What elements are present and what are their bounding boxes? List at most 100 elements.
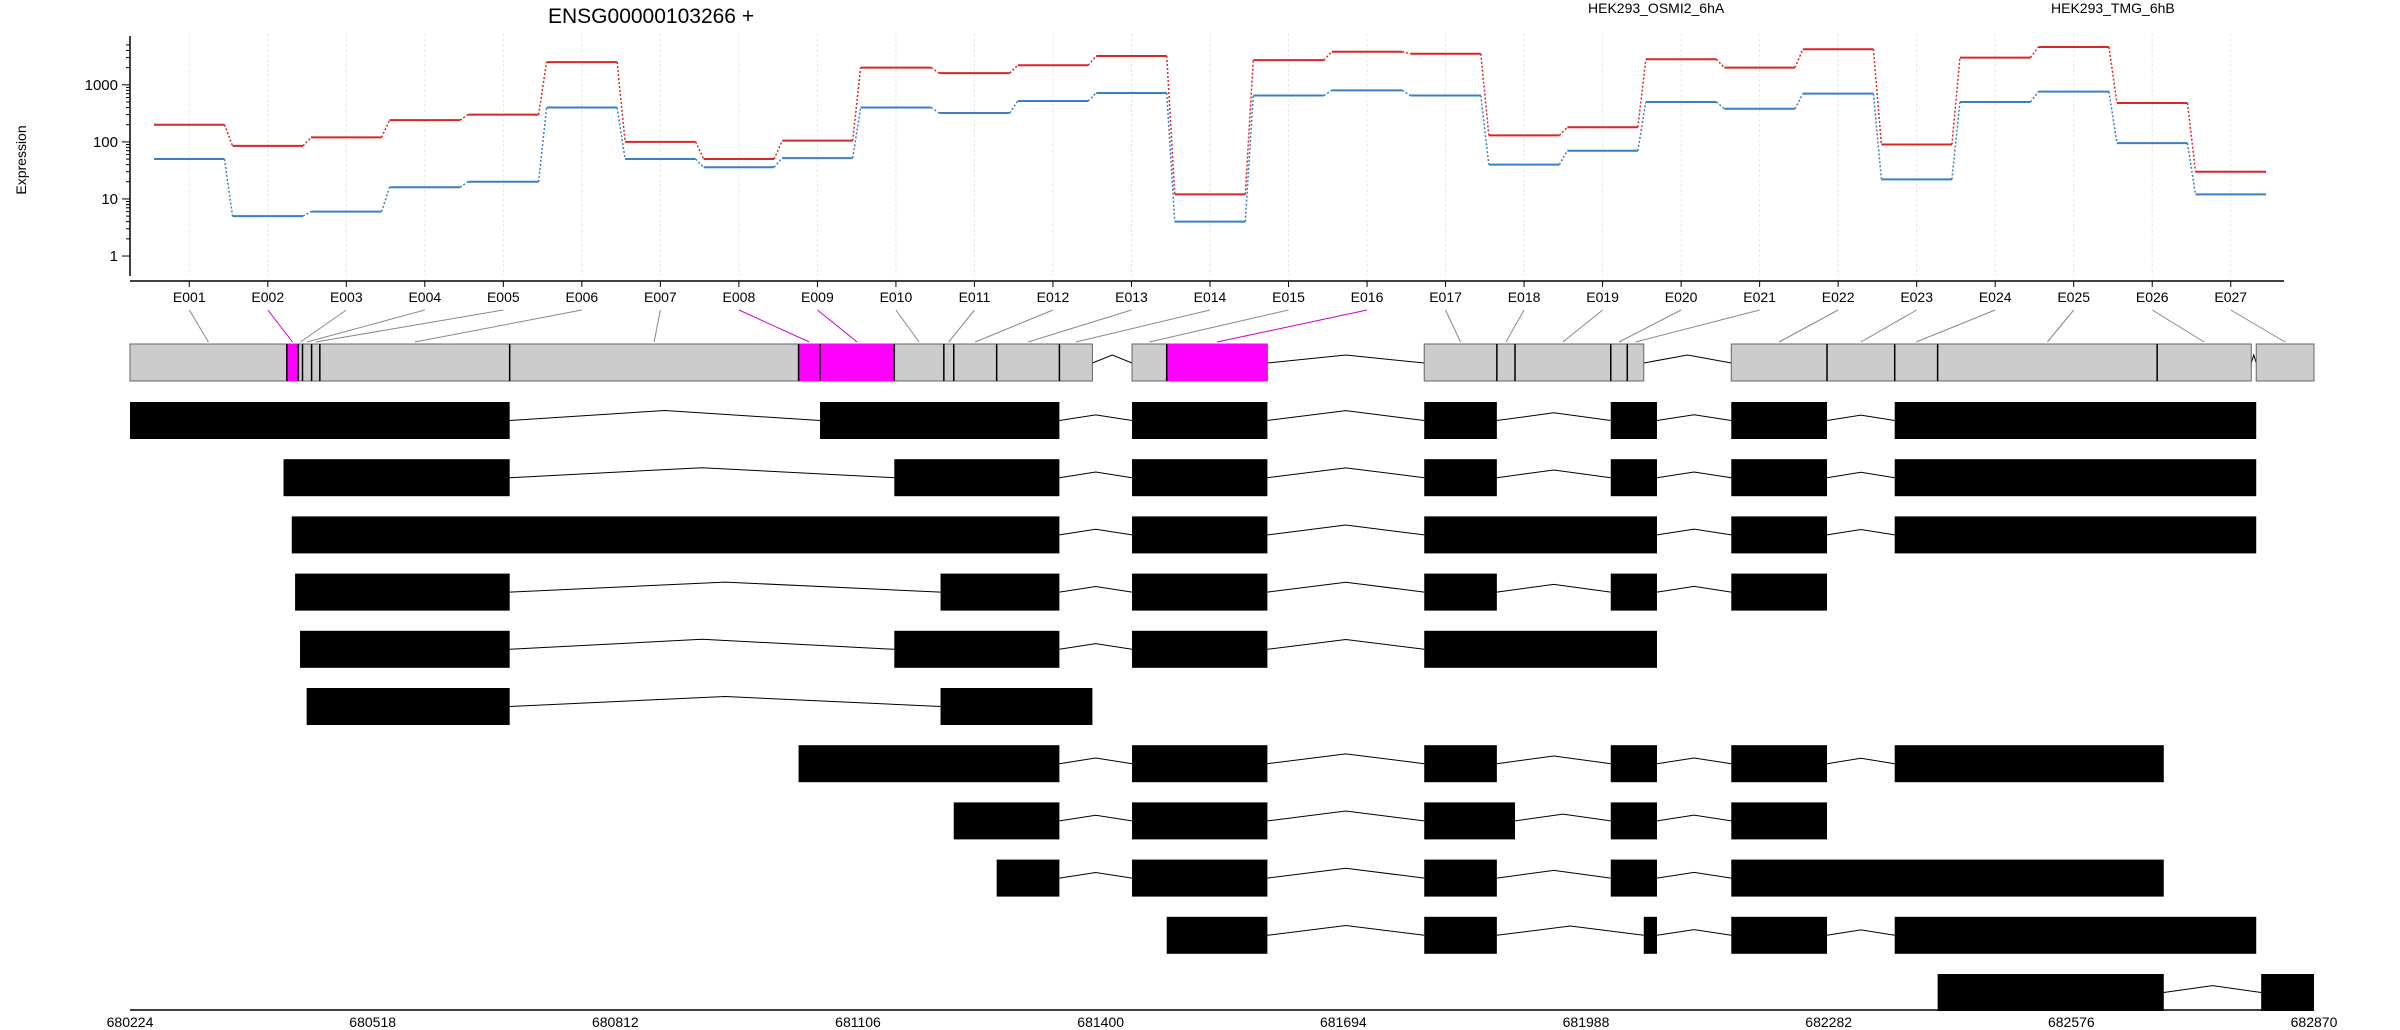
transcript-intron (1656, 414, 1732, 421)
coordinate-axis: 680224 680518 680812 681106 681400 681694 6819… (107, 1009, 2338, 1030)
exon-label-E026: E026 (2136, 289, 2169, 305)
series0-step (851, 67, 862, 141)
series1-step (2186, 143, 2197, 195)
exon-label-E010: E010 (880, 289, 913, 305)
connector-E002 (267, 309, 293, 343)
coord-tick-label: 682576 (2048, 1014, 2095, 1030)
exon-label-E005: E005 (487, 289, 520, 305)
transcript-intron (1059, 814, 1133, 822)
transcript-exon (1132, 516, 1268, 554)
transcript-exon (306, 688, 510, 725)
transcript-exon (1132, 745, 1268, 783)
connector-E013 (1027, 309, 1132, 343)
transcript-intron (1267, 810, 1425, 822)
gene-exon-block (1730, 343, 2252, 382)
transcript-exon (894, 630, 1060, 668)
transcript-exon (1894, 516, 2257, 554)
transcript-exon (1424, 859, 1497, 897)
exon-label-E015: E015 (1272, 289, 1305, 305)
transcript-exon (1132, 630, 1268, 668)
series1-step (1009, 100, 1019, 114)
series1-step (2108, 91, 2118, 144)
exon-connectors (188, 309, 2286, 343)
coord-tick-label: 682282 (1805, 1014, 1852, 1030)
series0-step (616, 62, 626, 142)
transcript-intron (1059, 585, 1133, 593)
transcript-exon (1643, 916, 1657, 954)
transcript-exon (1424, 745, 1497, 783)
connector-E027 (2230, 309, 2286, 343)
connector-E022 (1778, 309, 1839, 343)
connector-E010 (895, 309, 920, 343)
gene-exon-block (129, 343, 1093, 382)
exon-label-E013: E013 (1115, 289, 1148, 305)
transcript-exon (1731, 802, 1828, 840)
exon-label-E024: E024 (1979, 289, 2012, 305)
transcript-exon (291, 516, 1060, 554)
exon-label-E027: E027 (2214, 289, 2247, 305)
exon-label-E021: E021 (1743, 289, 1776, 305)
connector-E019 (1562, 309, 1603, 343)
exon-label-E006: E006 (566, 289, 599, 305)
transcript-intron (1826, 929, 1895, 936)
series0-step (380, 119, 391, 138)
connector-E003 (300, 309, 347, 343)
series1-step (773, 157, 783, 168)
transcript-exon (283, 459, 510, 497)
connector-E001 (188, 309, 209, 343)
series0-step (537, 61, 548, 115)
series0-step (1323, 51, 1333, 61)
transcript-exon (1424, 802, 1516, 840)
transcript-exon (130, 402, 510, 439)
transcript-exon (1731, 573, 1828, 611)
series1-step (1401, 89, 1411, 97)
gene-exon-block (2255, 343, 2315, 382)
transcript-exon (2261, 974, 2314, 1011)
highlight-exon-E016 (1166, 344, 1268, 381)
transcript-exon (1894, 459, 2257, 497)
transcript-exon (940, 573, 1060, 611)
exon-label-E011: E011 (959, 289, 991, 305)
transcript-intron (1656, 471, 1732, 479)
series0-step (773, 140, 783, 160)
series0-step (2108, 46, 2118, 104)
transcript-intron (1059, 414, 1133, 421)
coord-tick-label: 681988 (1563, 1014, 1610, 1030)
transcript-exon (1610, 459, 1657, 497)
exon-label-E016: E016 (1351, 289, 1384, 305)
coord-tick-label: 680224 (107, 1014, 154, 1030)
exon-label-E012: E012 (1037, 289, 1070, 305)
coord-tick-label: 681106 (835, 1014, 881, 1030)
transcript-intron (1267, 753, 1425, 765)
transcript-exon (1424, 573, 1497, 611)
series1-step (1165, 92, 1176, 222)
transcript-intron (1496, 469, 1611, 479)
coord-tick-label: 681400 (1077, 1014, 1124, 1030)
transcript-exon (1610, 745, 1657, 783)
exon-label-E019: E019 (1586, 289, 1619, 305)
series1-step (1087, 92, 1097, 102)
transcript-intron (1059, 471, 1133, 479)
exon-label-E025: E025 (2057, 289, 2090, 305)
connector-E021 (1635, 309, 1760, 343)
transcript-intron (1826, 414, 1895, 421)
transcript-exon (1424, 516, 1657, 554)
series0-step (1087, 55, 1097, 66)
transcript-models (130, 402, 2314, 1011)
series1-step (851, 107, 862, 159)
transcript-intron (1826, 529, 1895, 536)
transcript-intron (1267, 410, 1425, 421)
series1-step (1872, 93, 1883, 180)
transcript-intron (1496, 755, 1611, 765)
connector-E025 (2047, 309, 2075, 343)
transcript-exon (1731, 916, 1828, 954)
connector-E004 (306, 309, 425, 343)
series1-step (930, 106, 940, 114)
legend-entry-osmi2: HEK293_OSMI2_6hA (1588, 0, 1725, 16)
series1-step (223, 158, 234, 217)
connector-E026 (2151, 309, 2205, 343)
gene-exon-block (1423, 343, 1645, 382)
transcript-exon (295, 573, 510, 611)
transcript-intron (1267, 581, 1425, 593)
transcript-intron (1826, 757, 1895, 765)
